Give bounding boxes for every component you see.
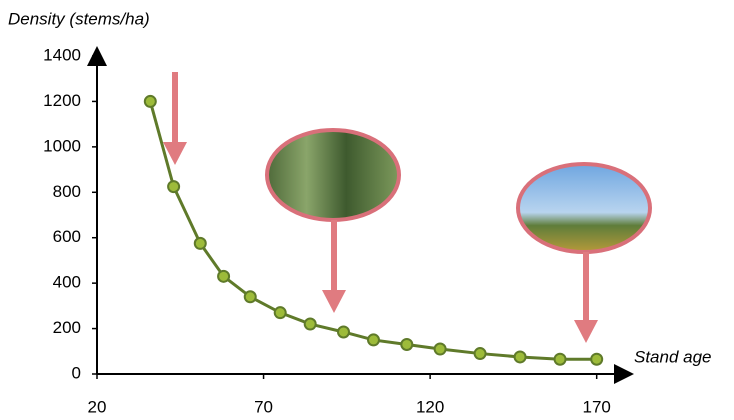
y-axis-label: Density (stems/ha) [8, 9, 150, 28]
x-tick-label: 120 [416, 397, 444, 416]
y-tick-label: 200 [53, 318, 81, 337]
open-forest-photo [518, 164, 650, 252]
point [168, 181, 179, 192]
point [275, 307, 286, 318]
point [401, 339, 412, 350]
x-tick-label: 20 [88, 397, 107, 416]
point [245, 291, 256, 302]
illustrations [163, 72, 650, 343]
point [475, 348, 486, 359]
forest-photo [267, 130, 399, 220]
y-tick-label: 1400 [43, 45, 81, 64]
point [368, 334, 379, 345]
point [338, 326, 349, 337]
y-tick-label: 1000 [43, 136, 81, 155]
arrow-head [322, 290, 346, 313]
y-tick-label: 600 [53, 227, 81, 246]
point [591, 354, 602, 365]
x-axis-label: Stand age [634, 347, 712, 366]
x-tick-label: 70 [254, 397, 273, 416]
arrow-head [574, 320, 598, 343]
point [145, 96, 156, 107]
point [435, 344, 446, 355]
y-tick-label: 1200 [43, 91, 81, 110]
point [195, 238, 206, 249]
point [218, 271, 229, 282]
y-tick-label: 400 [53, 273, 81, 292]
y-tick-label: 0 [72, 363, 81, 382]
point [515, 351, 526, 362]
x-tick-label: 170 [583, 397, 611, 416]
chart: Density (stems/ha) Stand age 0 200 400 600 8… [0, 0, 734, 420]
point [555, 354, 566, 365]
point [305, 319, 316, 330]
y-tick-label: 800 [53, 182, 81, 201]
